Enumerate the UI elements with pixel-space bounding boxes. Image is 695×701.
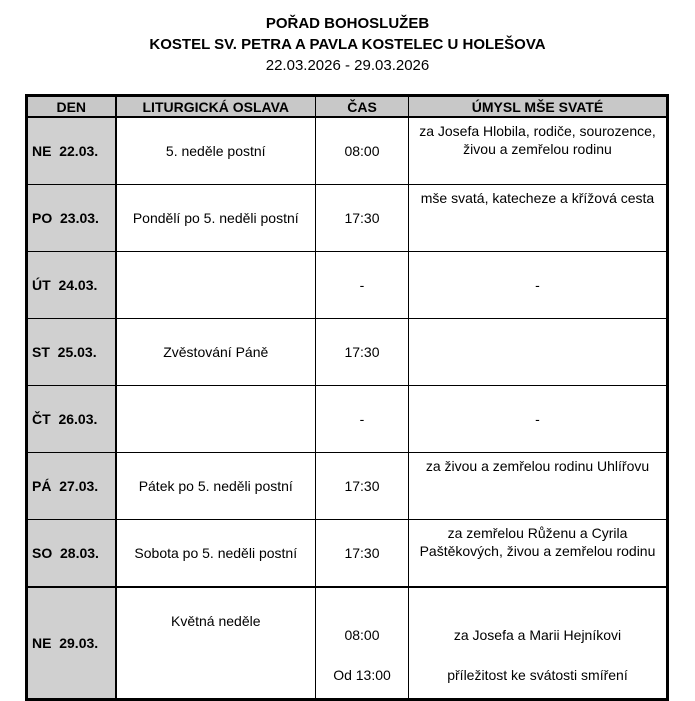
intention-cell: mše svatá, katecheze a křížová cesta [408, 184, 668, 252]
celebration-cell [115, 385, 316, 453]
day-cell: ČT 26.03. [26, 385, 117, 453]
time-cell: 17:30 [315, 519, 409, 588]
time-cell: 17:30 [315, 184, 409, 252]
time-cell: 08:00 Od 13:00 [315, 586, 409, 700]
table-row: ST 25.03. Zvěstování Páně 17:30 [26, 318, 668, 386]
table-row: ÚT 24.03. - - [26, 251, 668, 319]
celebration-cell: Sobota po 5. neděli postní [115, 519, 316, 588]
intention-cell: - [408, 251, 668, 319]
day-cell: NE 22.03. [26, 116, 117, 185]
column-header-celebration: LITURGICKÁ OSLAVA [115, 95, 316, 118]
celebration-cell: 5. neděle postní [115, 116, 316, 185]
day-cell: SO 28.03. [26, 519, 117, 588]
celebration-cell [115, 251, 316, 319]
time-cell: - [315, 251, 409, 319]
intention-cell: za zemřelou Růženu a Cyrila Paštěkových,… [408, 519, 668, 588]
table-header-row: DEN LITURGICKÁ OSLAVA ČAS ÚMYSL MŠE SVAT… [26, 95, 668, 118]
table-row: NE 22.03. 5. neděle postní 08:00 za Josefa … [26, 116, 668, 185]
intention-cell: - [408, 385, 668, 453]
day-cell: ÚT 24.03. [26, 251, 117, 319]
day-cell: PO 23.03. [26, 184, 117, 252]
column-header-intention: ÚMYSL MŠE SVATÉ [408, 95, 668, 118]
table-row: SO 28.03. Sobota po 5. neděli postní 17:30… [26, 519, 668, 588]
table-row: PÁ 27.03. Pátek po 5. neděli postní 17:30 z… [26, 452, 668, 520]
time-1: 08:00 [344, 627, 380, 643]
day-cell: ST 25.03. [26, 318, 117, 386]
intention-1: za Josefa a Marii Hejníkovi [453, 627, 622, 643]
church-name: KOSTEL SV. PETRA A PAVLA KOSTELEC U HOLE… [149, 36, 546, 53]
celebration-cell: Zvěstování Páně [115, 318, 316, 386]
time-cell: 17:30 [315, 452, 409, 520]
celebration-cell: Pátek po 5. neděli postní [115, 452, 316, 520]
celebration-cell: Pondělí po 5. neděli postní [115, 184, 316, 252]
day-cell: PÁ 27.03. [26, 452, 117, 520]
date-range: 22.03.2026 - 29.03.2026 [265, 57, 430, 74]
time-cell: 08:00 [315, 116, 409, 185]
table-row: PO 23.03. Pondělí po 5. neděli postní 17:3… [26, 184, 668, 252]
column-header-time: ČAS [315, 95, 409, 118]
intention-cell: za Josefa Hlobila, rodiče, sourozence, ž… [408, 116, 668, 185]
page-title: POŘAD BOHOSLUŽEB [265, 15, 430, 32]
celebration-cell: Květná neděle [115, 586, 316, 700]
column-header-day: DEN [26, 95, 117, 118]
time-cell: - [315, 385, 409, 453]
intention-2: příležitost ke svátosti smíření [447, 667, 628, 683]
table-row: ČT 26.03. - - [26, 385, 668, 453]
intention-cell: za Josefa a Marii Hejníkovi příležitost k… [408, 586, 668, 700]
time-2: Od 13:00 [333, 667, 391, 683]
intention-cell: za živou a zemřelou rodinu Uhlířovu [408, 452, 668, 520]
table-row: NE 29.03. Květná neděle 08:00 Od 13:00 za… [26, 586, 668, 700]
schedule-table: DEN LITURGICKÁ OSLAVA ČAS ÚMYSL MŠE SVAT… [25, 94, 669, 701]
intention-cell [408, 318, 668, 386]
day-cell: NE 29.03. [26, 586, 117, 700]
time-cell: 17:30 [315, 318, 409, 386]
